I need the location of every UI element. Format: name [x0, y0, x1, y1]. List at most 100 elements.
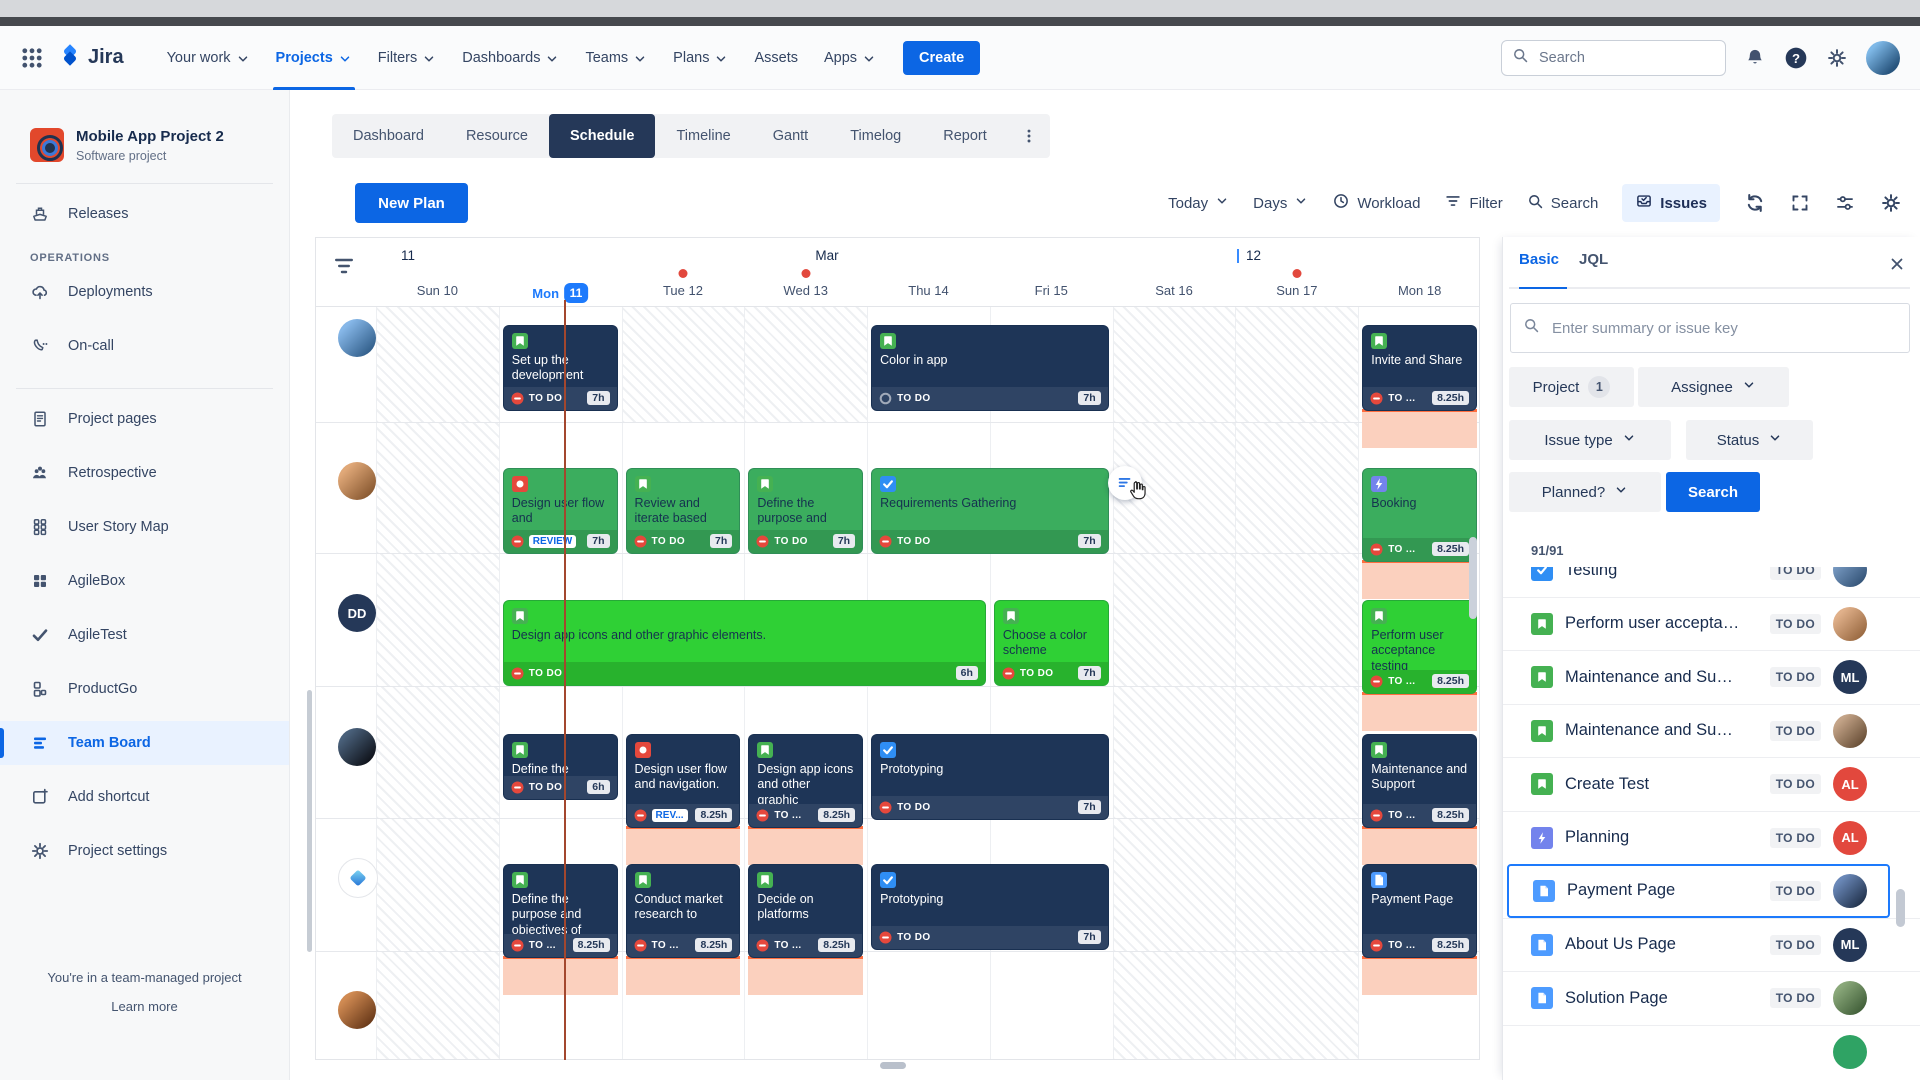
filter-assignee[interactable]: Assignee	[1638, 367, 1789, 407]
issue-list-item[interactable]: About Us Page TO DO ML	[1503, 917, 1920, 971]
issue-list-item[interactable]: Perform user accepta… TO DO	[1503, 596, 1920, 650]
nav-item-plans[interactable]: Plans	[660, 26, 741, 90]
sidebar-item-user-story-map[interactable]: User Story Map	[0, 505, 289, 549]
day-header-4[interactable]: Thu 14	[908, 283, 949, 298]
quick-summary-button[interactable]	[1107, 466, 1142, 500]
issue-list-item[interactable]: Solution Page TO DO	[1503, 971, 1920, 1025]
schedule-card[interactable]: Conduct market research to TO ... 8.25h	[625, 864, 741, 958]
schedule-settings-icon[interactable]	[1880, 192, 1902, 214]
schedule-card[interactable]: Choose a color scheme TO DO 7h	[993, 600, 1109, 686]
nav-item-your-work[interactable]: Your work	[154, 26, 263, 90]
sidebar-scrollbar[interactable]	[307, 690, 312, 952]
search-button[interactable]: Search	[1527, 193, 1598, 214]
close-panel-icon[interactable]	[1888, 255, 1906, 278]
fullscreen-icon[interactable]	[1790, 193, 1810, 213]
view-tab-timeline[interactable]: Timeline	[676, 128, 731, 144]
global-search[interactable]	[1501, 39, 1726, 76]
schedule-card[interactable]: Booking TO ... 8.25h	[1362, 468, 1477, 562]
view-settings-icon[interactable]	[1834, 192, 1856, 214]
global-search-input[interactable]	[1537, 48, 1691, 67]
learn-more-link[interactable]: Learn more	[111, 999, 178, 1014]
horizontal-scrollbar[interactable]	[880, 1062, 906, 1069]
sidebar-item-productgo[interactable]: ProductGo	[0, 667, 289, 711]
panel-scrollbar[interactable]	[1896, 889, 1905, 927]
days-select[interactable]: Days	[1253, 194, 1308, 212]
schedule-card[interactable]: Requirements Gathering TO DO 7h	[871, 468, 1109, 554]
issue-list-item[interactable]: Maintenance and Su… TO DO ML	[1503, 650, 1920, 704]
schedule-card[interactable]: Define the TO DO 6h	[502, 734, 618, 800]
schedule-card[interactable]: Maintenance and Support TO ... 8.25h	[1362, 734, 1477, 828]
tab-basic[interactable]: Basic	[1519, 251, 1560, 268]
schedule-card[interactable]: Perform user acceptance testing TO ... 8.2…	[1362, 600, 1477, 694]
panel-search-button[interactable]: Search	[1666, 472, 1760, 512]
more-tabs-icon[interactable]	[1008, 114, 1050, 158]
workload-button[interactable]: Workload	[1332, 192, 1420, 214]
sidebar-item-retrospective[interactable]: Retrospective	[0, 451, 289, 495]
schedule-card[interactable]: Color in app TO DO 7h	[871, 325, 1109, 411]
schedule-card[interactable]: Decide on platforms TO ... 8.25h	[748, 864, 864, 958]
sidebar-item-add-shortcut[interactable]: Add shortcut	[0, 775, 289, 819]
issue-list-item[interactable]: Payment Page TO DO	[1507, 864, 1890, 918]
help-icon[interactable]: ?	[1784, 46, 1808, 70]
day-header-2[interactable]: Tue 12	[662, 283, 703, 298]
schedule-card[interactable]: Invite and Share TO ... 8.25h	[1362, 325, 1477, 411]
sidebar-item-project-settings[interactable]: Project settings	[0, 829, 289, 873]
view-tab-report[interactable]: Report	[943, 128, 987, 144]
view-tab-gantt[interactable]: Gantt	[772, 128, 809, 144]
schedule-card[interactable]: Review and iterate based TO DO 7h	[625, 468, 741, 554]
notifications-icon[interactable]	[1744, 47, 1766, 69]
new-plan-button[interactable]: New Plan	[355, 183, 468, 223]
issue-list-item[interactable]: Create Test TO DO AL	[1503, 757, 1920, 811]
nav-item-teams[interactable]: Teams	[572, 26, 660, 90]
schedule-card[interactable]: Payment Page TO ... 8.25h	[1362, 864, 1477, 958]
sidebar-item-on-call[interactable]: On-call	[0, 324, 289, 368]
schedule-card[interactable]: Prototyping TO DO 7h	[871, 734, 1109, 820]
day-header-1[interactable]: Mon 11	[532, 283, 589, 303]
schedule-card[interactable]: Define the purpose and objectives of TO .…	[502, 864, 618, 958]
user-avatar[interactable]	[1866, 40, 1900, 75]
schedule-card[interactable]: Prototyping TO DO 7h	[871, 864, 1109, 950]
schedule-card[interactable]: Design app icons and other graphic eleme…	[502, 600, 986, 686]
filter-project[interactable]: Project 1	[1509, 367, 1634, 407]
issue-list-item[interactable]: Testing TO DO	[1503, 567, 1920, 597]
schedule-card[interactable]: Design app icons and other graphic TO ...…	[748, 734, 864, 828]
view-tab-timelog[interactable]: Timelog	[850, 128, 902, 144]
project-header[interactable]: Mobile App Project 2 Software project	[30, 128, 273, 163]
app-switcher-icon[interactable]	[20, 46, 44, 70]
day-header-5[interactable]: Fri 15	[1034, 283, 1068, 298]
nav-item-apps[interactable]: Apps	[811, 26, 889, 90]
sidebar-item-project-pages[interactable]: Project pages	[0, 397, 289, 441]
issues-panel-toggle[interactable]: Issues	[1622, 184, 1720, 222]
day-header-8[interactable]: Mon 18	[1397, 283, 1442, 298]
jira-logo[interactable]: Jira	[58, 43, 124, 72]
issue-search-input[interactable]	[1550, 318, 1897, 338]
filter-status[interactable]: Status	[1686, 420, 1813, 460]
sidebar-item-team-board[interactable]: Team Board	[0, 720, 289, 765]
tab-jql[interactable]: JQL	[1579, 251, 1609, 268]
nav-item-filters[interactable]: Filters	[365, 26, 449, 90]
row-filter-icon[interactable]	[332, 254, 356, 283]
filter-planned[interactable]: Planned?	[1509, 472, 1661, 512]
nav-item-projects[interactable]: Projects	[263, 26, 365, 90]
filter-button[interactable]: Filter	[1444, 192, 1503, 214]
issue-search[interactable]	[1510, 303, 1910, 353]
day-header-6[interactable]: Sat 16	[1155, 283, 1193, 298]
day-header-0[interactable]: Sun 10	[416, 283, 458, 298]
sidebar-item-agiletest[interactable]: AgileTest	[0, 613, 289, 657]
day-header-7[interactable]: Sun 17	[1276, 283, 1318, 298]
nav-item-dashboards[interactable]: Dashboards	[449, 26, 572, 90]
schedule-card[interactable]: Design user flow and REVIEW 7h	[502, 468, 618, 554]
create-button[interactable]: Create	[903, 40, 981, 75]
today-button[interactable]: Today	[1168, 194, 1229, 212]
view-tab-resource[interactable]: Resource	[465, 128, 528, 144]
issue-list-item[interactable]: Planning TO DO AL	[1503, 810, 1920, 864]
day-header-3[interactable]: Wed 13	[783, 283, 829, 298]
issue-list-item[interactable]: Maintenance and Su… TO DO	[1503, 703, 1920, 757]
view-tab-schedule[interactable]: Schedule	[549, 114, 656, 158]
filter-issue-type[interactable]: Issue type	[1509, 420, 1671, 460]
schedule-card[interactable]: Define the purpose and TO DO 7h	[748, 468, 864, 554]
sidebar-item-releases[interactable]: Releases	[0, 192, 289, 236]
sidebar-item-agilebox[interactable]: AgileBox	[0, 559, 289, 603]
view-tab-dashboard[interactable]: Dashboard	[353, 128, 424, 144]
refresh-icon[interactable]	[1744, 192, 1766, 214]
